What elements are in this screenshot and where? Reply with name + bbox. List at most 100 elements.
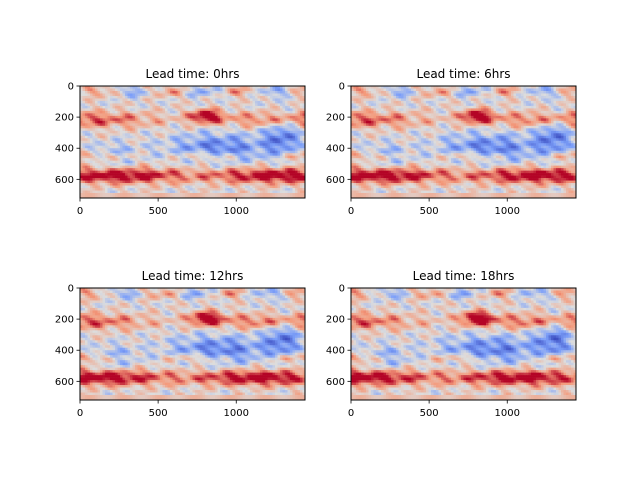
heatmap-cell: [142, 175, 146, 179]
heatmap-cell: [170, 120, 173, 124]
heatmap-cell: [282, 133, 286, 137]
heatmap-cell: [456, 98, 459, 102]
heatmap-cell: [277, 153, 281, 156]
heatmap-cell: [142, 138, 146, 142]
heatmap-cell: [438, 103, 442, 107]
heatmap-cell: [142, 125, 146, 129]
heatmap-cell: [97, 195, 101, 199]
heatmap-cell: [205, 175, 208, 179]
heatmap-cell: [192, 168, 196, 171]
heatmap-cell: [145, 140, 148, 144]
heatmap-cell: [543, 108, 547, 112]
heatmap-cell: [235, 195, 238, 199]
heatmap-cell: [110, 125, 113, 129]
heatmap-cell: [235, 190, 238, 194]
heatmap-cell: [383, 103, 387, 107]
heatmap-cell: [443, 103, 447, 107]
heatmap-cell: [137, 125, 141, 129]
heatmap-cell: [262, 188, 266, 191]
heatmap-cell: [197, 135, 201, 139]
heatmap-cell: [125, 150, 128, 154]
heatmap-cell: [110, 88, 113, 92]
heatmap-cell: [125, 163, 128, 166]
heatmap-cell: [125, 188, 128, 191]
heatmap-cell: [225, 150, 228, 154]
heatmap-cell: [200, 138, 203, 142]
heatmap-cell: [275, 185, 278, 189]
heatmap-cell: [232, 195, 236, 199]
heatmap-cell: [137, 195, 141, 199]
heatmap-cell: [551, 93, 554, 97]
heatmap-cell: [351, 93, 354, 97]
heatmap-cell: [172, 88, 176, 92]
heatmap-cell: [120, 170, 123, 174]
heatmap-cell: [498, 93, 502, 97]
heatmap-cell: [215, 98, 218, 102]
heatmap-cell: [272, 170, 276, 174]
heatmap-cell: [280, 160, 283, 164]
heatmap-cell: [175, 193, 178, 196]
heatmap-cell: [292, 138, 296, 142]
heatmap-cell: [255, 193, 258, 196]
heatmap-cell: [205, 105, 208, 109]
heatmap-cell: [566, 103, 569, 107]
heatmap-cell: [456, 88, 459, 92]
heatmap-cell: [225, 123, 228, 127]
heatmap-cell: [125, 135, 128, 139]
heatmap-cell: [177, 155, 181, 159]
heatmap-cell: [165, 153, 168, 156]
heatmap-cell: [135, 86, 138, 89]
heatmap-cell: [87, 165, 91, 169]
heatmap-cell: [232, 113, 236, 117]
heatmap-cell: [122, 173, 126, 176]
heatmap-cell: [175, 165, 178, 169]
heatmap-cell: [282, 168, 286, 171]
heatmap-cell: [127, 193, 131, 196]
heatmap-cell: [95, 190, 98, 194]
heatmap-cell: [456, 90, 459, 94]
heatmap-cell: [155, 88, 158, 92]
heatmap-cell: [160, 165, 163, 169]
heatmap-cell: [222, 105, 226, 109]
heatmap-cell: [117, 118, 121, 122]
heatmap-cell: [182, 118, 186, 122]
heatmap-cell: [187, 150, 191, 154]
heatmap-cell: [122, 133, 126, 137]
heatmap-cell: [105, 140, 108, 144]
heatmap-cell: [295, 130, 298, 134]
heatmap-cell: [272, 128, 276, 132]
heatmap-cell: [433, 98, 437, 102]
heatmap-cell: [97, 170, 101, 174]
heatmap-cell: [418, 103, 422, 107]
heatmap-cell: [287, 105, 291, 109]
heatmap-cell: [391, 90, 394, 94]
heatmap-cell: [295, 88, 298, 92]
heatmap-cell: [501, 86, 504, 89]
heatmap-cell: [227, 168, 231, 171]
heatmap-cell: [147, 193, 151, 196]
heatmap-cell: [262, 175, 266, 179]
heatmap-cell: [90, 163, 93, 166]
heatmap-cell: [421, 110, 424, 114]
heatmap-cell: [177, 138, 181, 142]
heatmap-cell: [222, 95, 226, 99]
heatmap-cell: [287, 155, 291, 159]
heatmap-cell: [200, 143, 203, 147]
heatmap-cell: [220, 86, 223, 89]
heatmap-cell: [212, 165, 216, 169]
heatmap-cell: [105, 195, 108, 199]
heatmap-cell: [115, 143, 118, 147]
heatmap-cell: [92, 95, 96, 99]
heatmap-cell: [235, 140, 238, 144]
heatmap-cell: [558, 88, 562, 92]
heatmap-cell: [172, 140, 176, 144]
heatmap-cell: [135, 165, 138, 169]
heatmap-cell: [403, 86, 407, 89]
heatmap-cell: [207, 138, 211, 142]
heatmap-cell: [85, 110, 88, 114]
heatmap-cell: [225, 158, 228, 161]
heatmap-cell: [265, 158, 268, 161]
heatmap-cell: [257, 128, 261, 132]
heatmap-cell: [87, 185, 91, 189]
heatmap-cell: [130, 153, 133, 156]
